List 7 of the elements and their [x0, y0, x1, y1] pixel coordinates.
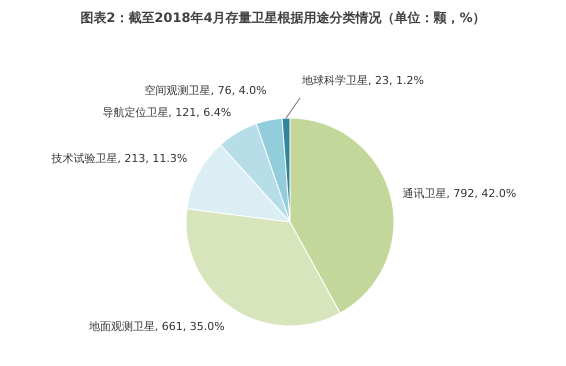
slice-label: 地球科学卫星, 23, 1.2%: [301, 74, 424, 88]
slice-label: 地面观测卫星, 661, 35.0%: [88, 320, 225, 333]
slice-label: 空间观测卫星, 76, 4.0%: [144, 84, 267, 97]
chart-title: 图表2：截至2018年4月存量卫星根据用途分类情况（单位：颗，%）: [80, 10, 486, 26]
slice-label: 通讯卫星, 792, 42.0%: [402, 187, 516, 200]
slice-label: 导航定位卫星, 121, 6.4%: [102, 106, 232, 119]
slice-label: 技术试验卫星, 213, 11.3%: [50, 152, 188, 166]
